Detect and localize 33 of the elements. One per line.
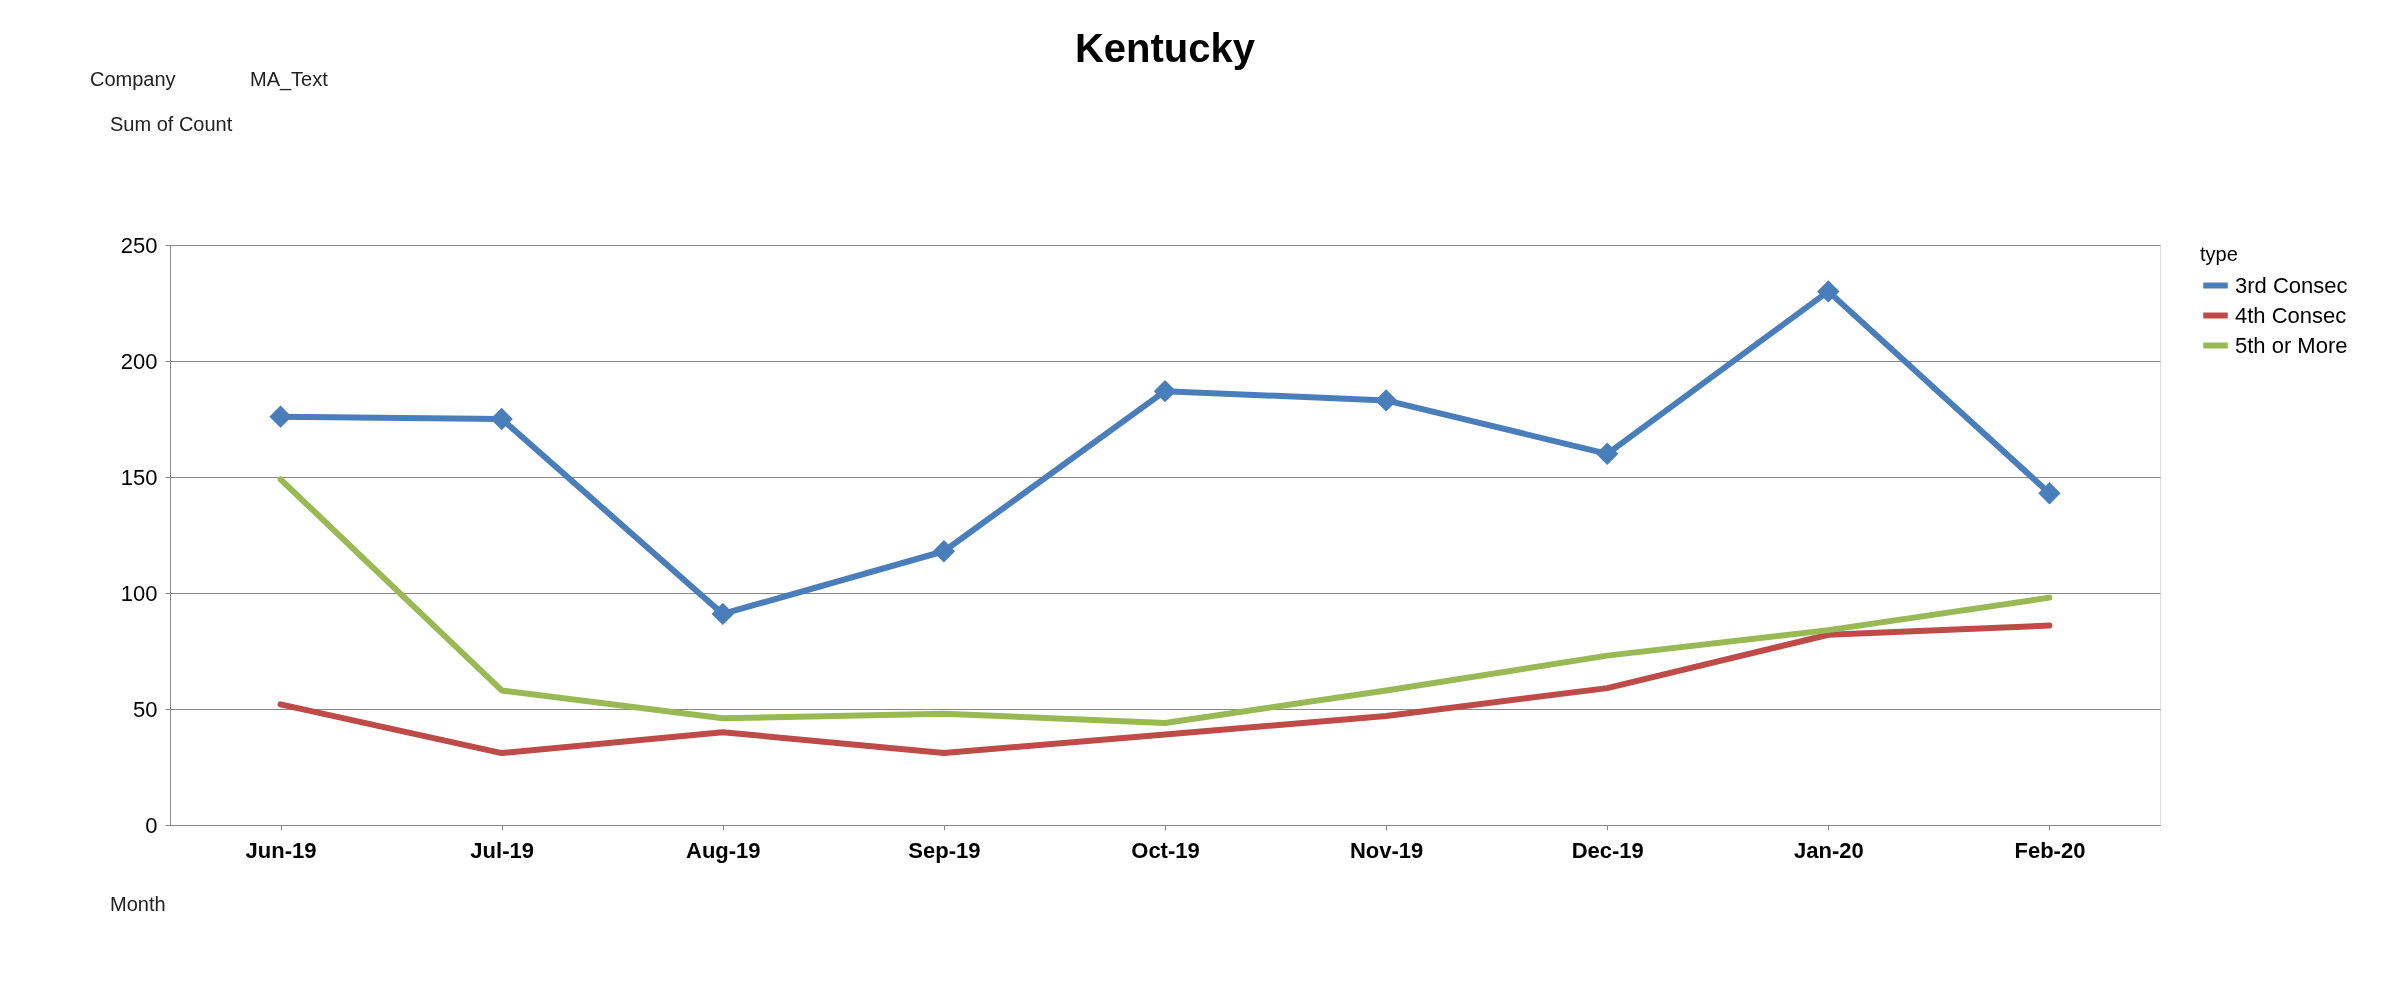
text: Sum of Count: [110, 113, 233, 135]
x-tick-label: Jun-19: [245, 837, 317, 863]
legend-label: 4th Consec: [2235, 302, 2347, 328]
y-tick-label: 250: [120, 232, 158, 258]
y-tick-label: 100: [120, 580, 158, 606]
x-tick-label: Jan-20: [1793, 837, 1864, 863]
y-tick-label: 150: [120, 464, 158, 490]
x-tick-label: Dec-19: [1571, 837, 1644, 863]
text: Company: [90, 68, 176, 90]
chart-title: Kentucky: [1074, 26, 1256, 70]
x-tick-label: Feb-20: [2014, 837, 2086, 863]
point: [1374, 389, 1398, 412]
point: [932, 540, 956, 563]
text: MA_Text: [250, 68, 329, 91]
point: [269, 405, 292, 428]
point: [1817, 280, 1840, 303]
x-tick-label: Oct-19: [1131, 837, 1200, 863]
x-tick-label: Sep-19: [908, 837, 981, 863]
legend-label: 5th or More: [2235, 332, 2348, 358]
y-tick-label: 200: [120, 348, 158, 374]
legend-title: type: [2200, 243, 2238, 265]
point: [2038, 482, 2061, 505]
point: [490, 407, 513, 431]
point: [1596, 442, 1619, 465]
y-tick-label: 0: [145, 812, 158, 838]
x-tick-label: Aug-19: [686, 837, 761, 863]
point: [1153, 379, 1177, 403]
x-tick-label: Jul-19: [470, 837, 534, 863]
y-tick-label: 50: [133, 696, 158, 722]
legend-label: 3rd Consec: [2235, 272, 2348, 298]
text: Month: [110, 893, 166, 915]
point: [711, 602, 734, 626]
x-tick-label: Nov-19: [1349, 837, 1424, 863]
